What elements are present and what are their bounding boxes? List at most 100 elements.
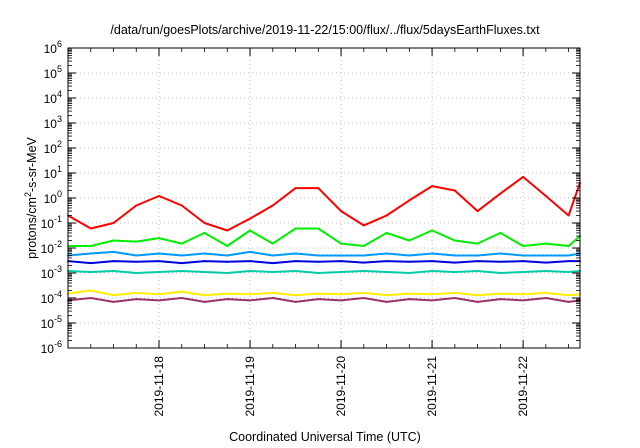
series-point (180, 290, 183, 293)
series-point (249, 270, 251, 272)
series-point (544, 270, 547, 272)
y-tick-base: 10 (44, 67, 58, 81)
series-point (431, 229, 434, 232)
series-point (544, 291, 547, 294)
series-point (112, 250, 115, 253)
series-point (112, 300, 115, 303)
series-point (408, 199, 411, 202)
series-5 (67, 289, 581, 297)
series-point (567, 260, 570, 263)
series-line-2 (67, 250, 581, 257)
series-point (89, 227, 92, 230)
series-point (158, 293, 160, 296)
x-tick-label: 2019-11-21 (425, 356, 439, 417)
series-point (226, 245, 229, 247)
y-axis-title-rest: -s-sr-MeV (25, 136, 39, 192)
y-tick-exponent: 0 (57, 189, 62, 199)
series-point (180, 204, 183, 207)
series-point (567, 271, 570, 273)
series-point (408, 298, 411, 301)
series-point (294, 260, 297, 263)
series-point (135, 260, 138, 263)
series-point (294, 252, 297, 255)
y-tick-label: 101 (44, 164, 62, 181)
series-point (522, 293, 525, 296)
series-point (271, 262, 274, 265)
series-point (203, 231, 206, 234)
series-point (567, 214, 570, 217)
series-point (340, 210, 343, 213)
series-point (158, 237, 160, 240)
series-point (317, 227, 320, 230)
series-point (522, 245, 525, 247)
series-point (135, 272, 138, 274)
y-tick-label: 10-3 (41, 264, 62, 281)
series-point (499, 252, 502, 255)
series-point (249, 250, 251, 253)
series-point (544, 195, 547, 197)
series-point (271, 204, 274, 207)
series-point (340, 299, 343, 302)
series-point (476, 254, 479, 257)
y-tick-label: 102 (44, 139, 62, 156)
series-point (431, 260, 434, 263)
y-tick-base: 10 (41, 242, 55, 256)
y-tick-exponent: 1 (57, 164, 62, 174)
series-point (89, 262, 92, 265)
series-point (89, 252, 92, 255)
series-point (522, 299, 525, 302)
series-point (522, 260, 525, 263)
series-point (158, 195, 160, 197)
y-axis-title-sup: 2 (23, 192, 33, 197)
series-point (453, 189, 456, 192)
series-point (249, 293, 251, 296)
y-tick-exponent: -6 (54, 339, 62, 349)
series-point (226, 254, 229, 257)
y-tick-base: 10 (41, 292, 55, 306)
y-tick-label: 10-1 (41, 214, 62, 231)
series-point (499, 298, 502, 301)
series-2 (67, 250, 581, 257)
y-tick-base: 10 (44, 167, 58, 181)
y-tick-base: 10 (41, 317, 55, 331)
series-point (226, 272, 229, 274)
series-point (135, 254, 138, 257)
series-point (476, 260, 479, 263)
y-tick-exponent: -3 (54, 264, 62, 274)
series-point (408, 254, 411, 257)
chart-title: /data/run/goesPlots/archive/2019-11-22/1… (110, 23, 540, 37)
series-point (203, 300, 206, 303)
series-point (385, 252, 388, 255)
series-point (89, 289, 92, 292)
series-point (499, 292, 502, 295)
series-line-1 (68, 227, 581, 247)
y-tick-base: 10 (44, 92, 58, 106)
y-tick-base: 10 (41, 267, 55, 281)
y-tick-exponent: 2 (57, 139, 62, 149)
series-line-4 (67, 270, 581, 274)
series-point (340, 271, 343, 273)
y-tick-label: 106 (44, 39, 62, 56)
series-point (203, 222, 206, 224)
series-line-5 (67, 289, 581, 297)
series-point (317, 260, 320, 263)
series-point (453, 271, 456, 273)
series-point (408, 292, 411, 295)
series-point (249, 260, 251, 263)
y-tick-exponent: 3 (57, 114, 62, 124)
series-point (271, 291, 274, 294)
series-point (362, 270, 365, 272)
y-tick-exponent: -5 (54, 314, 62, 324)
series-4 (67, 270, 581, 274)
series-point (294, 270, 297, 272)
series-point (112, 239, 115, 242)
series-point (317, 187, 320, 190)
y-tick-label: 105 (44, 64, 62, 81)
series-point (317, 272, 320, 274)
tick-labels: 10-610-510-410-310-210-11001011021031041… (41, 39, 530, 417)
series-point (112, 270, 115, 272)
series-point (544, 242, 547, 245)
series-point (180, 254, 183, 257)
